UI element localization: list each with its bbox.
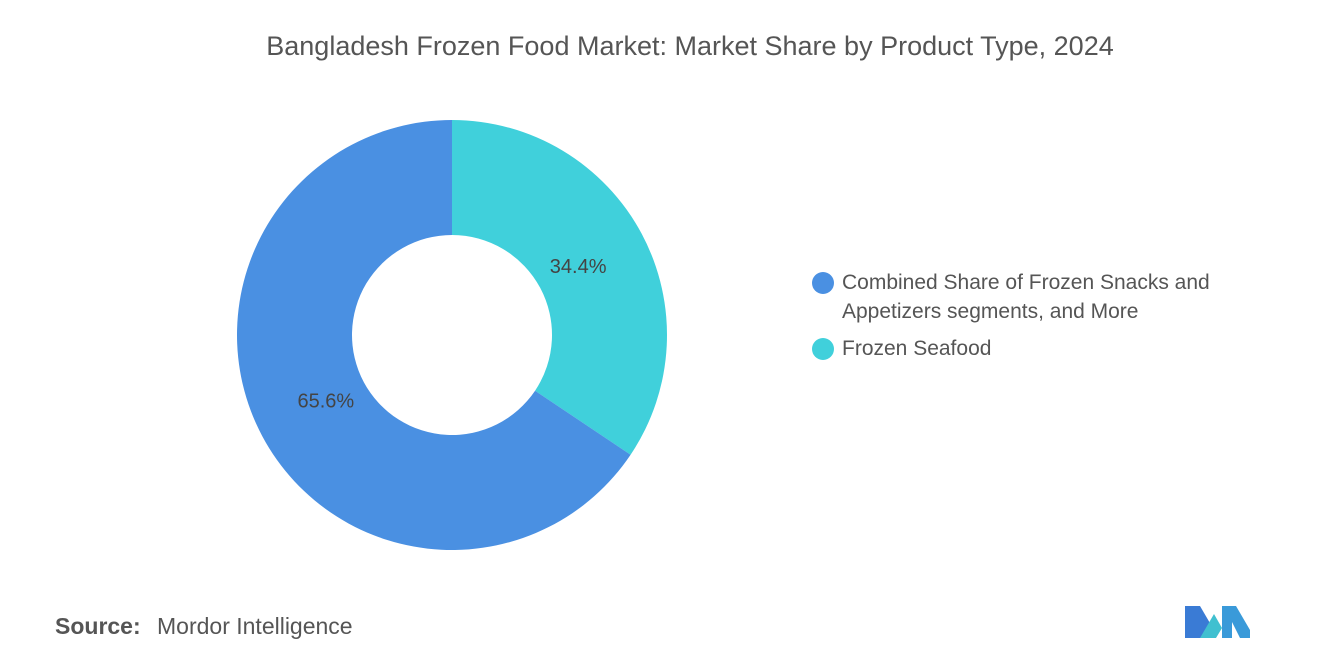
legend-swatch (812, 272, 834, 294)
legend: Combined Share of Frozen Snacks and Appe… (812, 268, 1242, 371)
legend-label: Frozen Seafood (842, 337, 992, 360)
legend-label: Combined Share of Frozen Snacks and Appe… (842, 271, 1210, 323)
source-label: Source: (55, 613, 141, 639)
legend-item: Combined Share of Frozen Snacks and Appe… (812, 268, 1242, 326)
slice (452, 120, 667, 455)
slice (236, 120, 631, 550)
chart-title: Bangladesh Frozen Food Market: Market Sh… (266, 31, 1113, 61)
source-name: Mordor Intelligence (157, 613, 353, 639)
logo (1185, 606, 1250, 638)
legend-swatch (812, 338, 834, 360)
value-label: 34.4% (550, 256, 607, 278)
value-label: 65.6% (297, 391, 354, 413)
legend-item: Frozen Seafood (812, 334, 1242, 363)
